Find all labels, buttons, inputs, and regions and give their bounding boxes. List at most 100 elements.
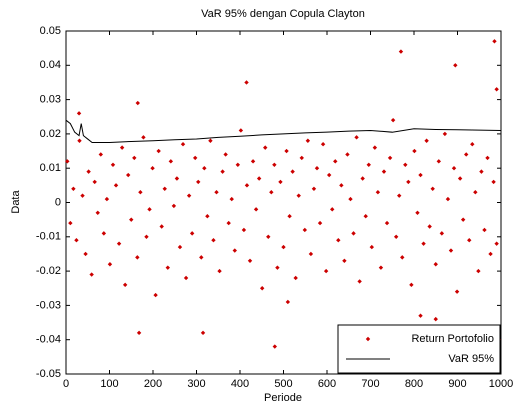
scatter-point <box>174 176 180 181</box>
scatter-point <box>439 231 445 236</box>
y-tick-label: 0.01 <box>40 162 61 174</box>
scatter-point <box>211 238 216 243</box>
scatter-point <box>189 231 195 236</box>
scatter-point <box>104 196 110 202</box>
scatter-point <box>275 265 280 270</box>
scatter-point <box>180 141 186 147</box>
scatter-point <box>281 244 286 250</box>
scatter-point <box>421 241 426 246</box>
scatter-point <box>433 262 438 267</box>
y-tick-label: -0.01 <box>36 231 61 243</box>
scatter-point <box>448 248 454 253</box>
scatter-point <box>323 268 329 274</box>
scatter-point <box>369 244 375 250</box>
scatter-point <box>244 80 249 85</box>
scatter-point <box>473 190 478 195</box>
scatter-point <box>398 49 404 54</box>
scatter-point <box>290 169 295 174</box>
scatter-point <box>217 268 222 274</box>
scatter-point <box>186 193 192 198</box>
scatter-point <box>205 214 210 219</box>
scatter-point <box>293 275 298 281</box>
legend-marker <box>365 336 371 342</box>
scatter-point <box>302 227 308 233</box>
scatter-point <box>494 87 499 92</box>
scatter-point <box>308 251 314 257</box>
scatter-point <box>253 207 259 212</box>
scatter-point <box>74 238 79 243</box>
scatter-point <box>457 176 463 181</box>
scatter-point <box>177 244 183 250</box>
scatter-point <box>159 224 164 229</box>
y-tick-label: -0.05 <box>36 368 61 380</box>
scatter-point <box>492 39 497 44</box>
scatter-point <box>232 248 237 253</box>
scatter-point <box>336 238 341 243</box>
scatter-point <box>485 155 490 161</box>
scatter-point <box>403 162 408 167</box>
scatter-point <box>415 210 420 215</box>
scatter-point <box>354 135 359 140</box>
scatter-point <box>278 179 283 185</box>
scatter-point <box>345 152 350 157</box>
scatter-point <box>150 166 155 171</box>
scatter-point <box>192 155 198 161</box>
y-tick-label: -0.02 <box>36 265 61 277</box>
scatter-point <box>80 193 85 198</box>
scatter-point <box>122 282 128 288</box>
scatter-point <box>375 190 381 195</box>
x-tick-label: 900 <box>448 378 466 390</box>
y-tick-label: 0 <box>55 196 61 208</box>
scatter-point <box>208 138 213 143</box>
scatter-point <box>453 63 458 68</box>
scatter-point <box>214 190 219 195</box>
scatter-point <box>454 289 460 294</box>
scatter-point <box>479 169 484 174</box>
scatter-point <box>68 220 73 226</box>
scatter-point <box>266 234 271 239</box>
scatter-point <box>433 316 438 322</box>
scatter-point <box>241 227 247 233</box>
x-tick-label: 600 <box>318 378 336 390</box>
scatter-point <box>494 241 499 246</box>
scatter-point <box>357 279 362 284</box>
scatter-point <box>220 169 225 174</box>
scatter-point <box>144 234 149 239</box>
scatter-point <box>89 272 94 277</box>
scatter-point <box>244 183 250 188</box>
scatter-point <box>342 258 347 264</box>
scatter-point <box>196 179 201 185</box>
y-tick-label: 0.02 <box>40 128 61 140</box>
scatter-point <box>162 186 167 191</box>
scatter-point <box>116 241 122 246</box>
scatter-point <box>284 148 289 154</box>
scatter-point <box>476 268 481 274</box>
scatter-point <box>95 210 100 215</box>
scatter-point <box>285 299 291 305</box>
scatter-point <box>132 155 137 161</box>
chart-title: VaR 95% dengan Copula Clayton <box>201 8 365 20</box>
scatter-point <box>129 217 134 222</box>
scatter-point <box>305 138 311 143</box>
scatter-point <box>126 172 131 178</box>
y-tick-label: 0.04 <box>40 59 61 71</box>
scatter-point <box>156 148 161 154</box>
y-tick-label: -0.04 <box>36 334 61 346</box>
scatter-point <box>451 166 457 171</box>
scatter-point <box>372 145 378 150</box>
scatter-point <box>436 159 441 164</box>
scatter-point <box>138 190 143 195</box>
x-tick-label: 800 <box>405 378 423 390</box>
scatter-point <box>488 251 493 257</box>
scatter-point <box>400 255 405 260</box>
scatter-point <box>77 138 82 143</box>
x-tick-label: 400 <box>231 378 249 390</box>
scatter-point <box>482 227 487 233</box>
scatter-point <box>256 176 262 181</box>
scatter-point <box>460 217 466 222</box>
scatter-point <box>390 117 396 123</box>
scatter-point <box>406 179 411 185</box>
scatter-point <box>92 179 97 185</box>
scatter-point <box>467 238 472 243</box>
